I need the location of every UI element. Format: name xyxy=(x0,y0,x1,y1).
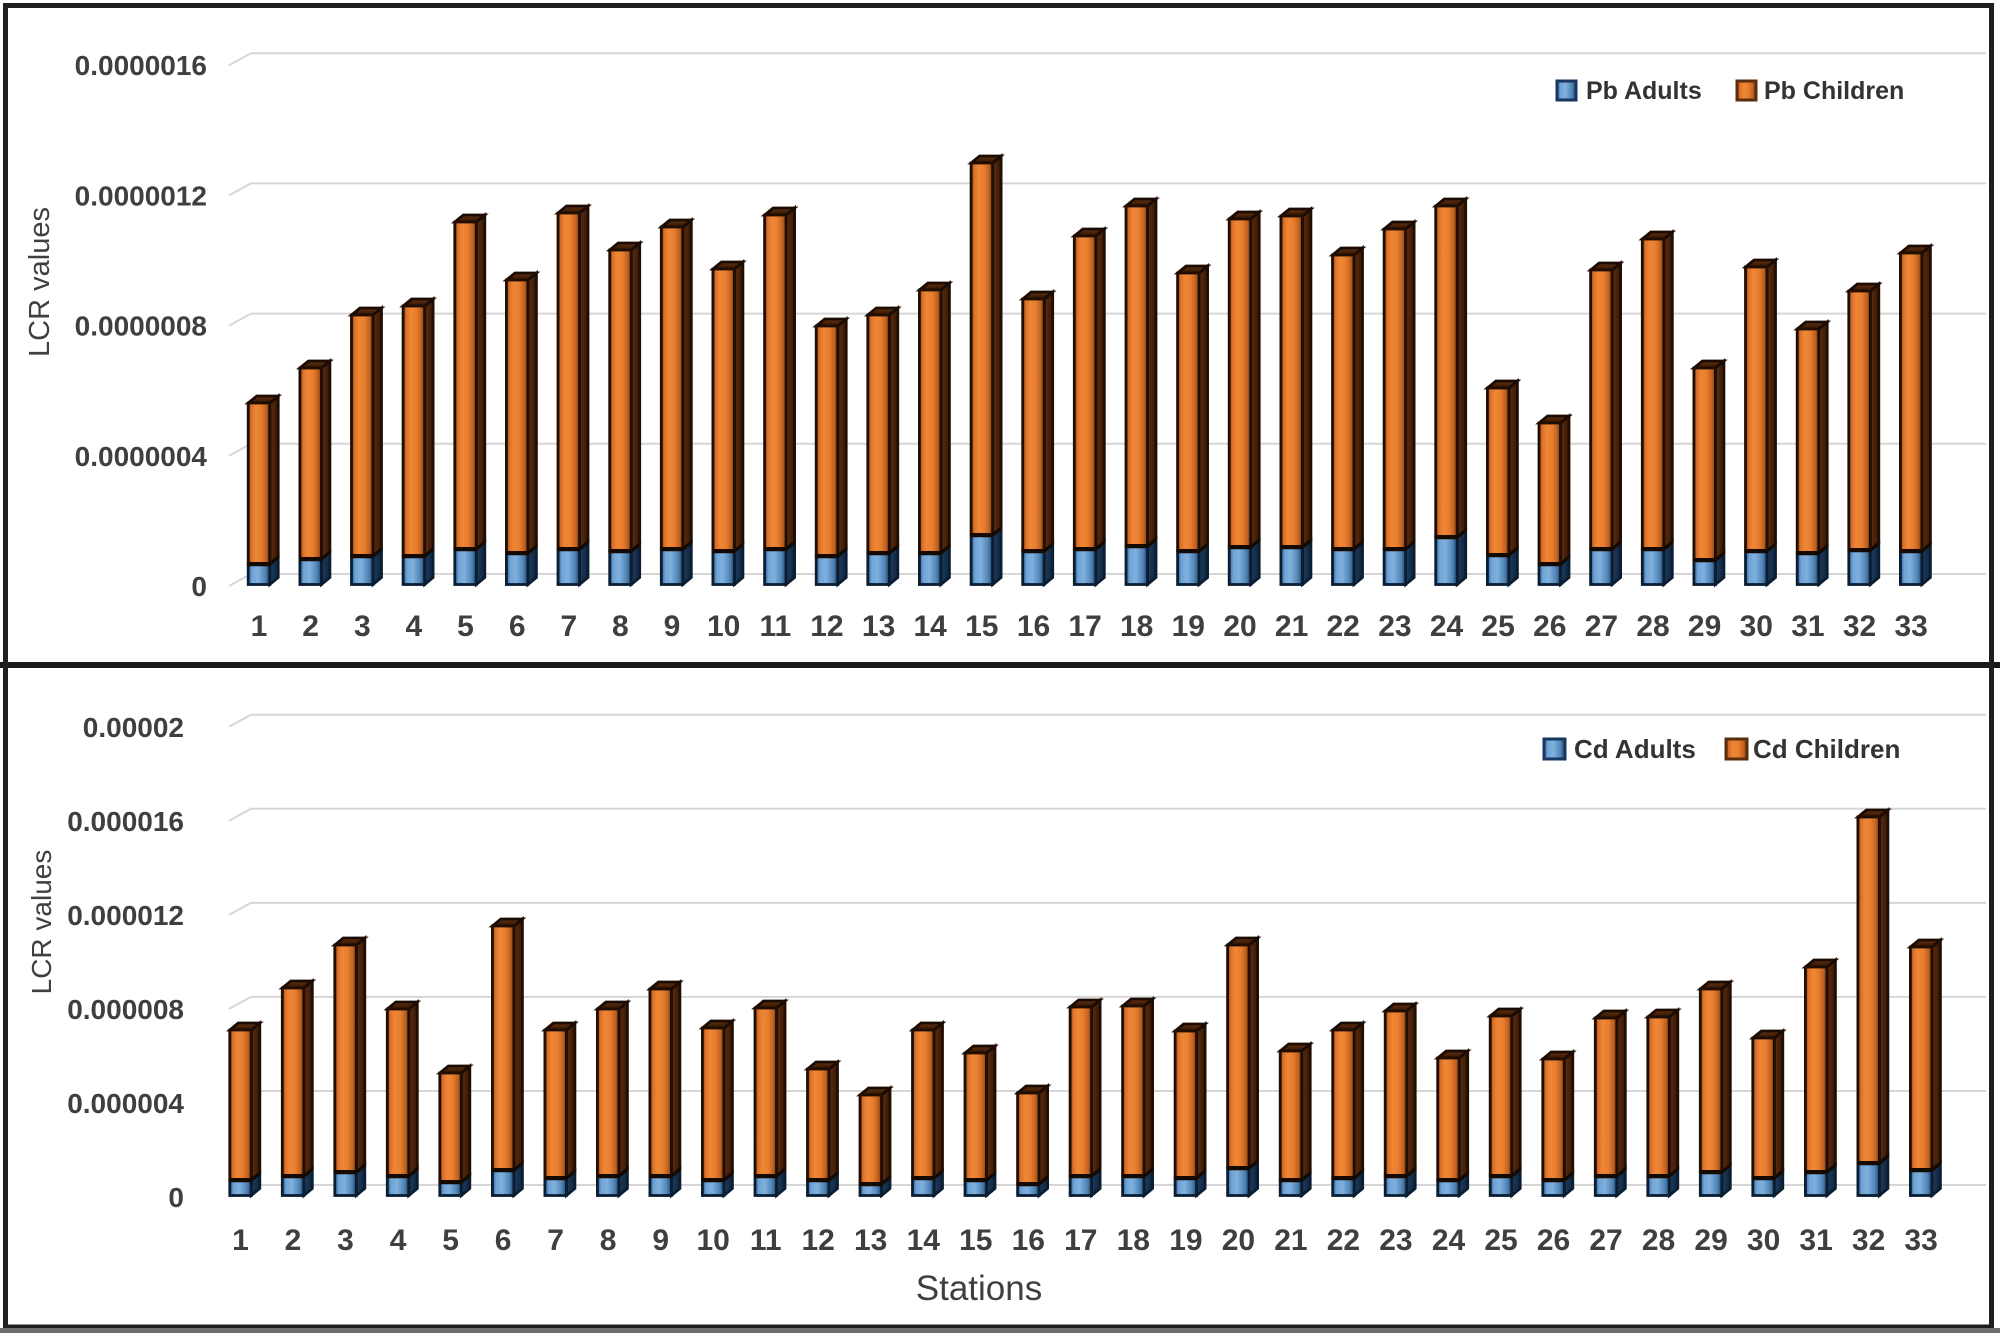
svg-text:0.0000008: 0.0000008 xyxy=(75,311,207,342)
svg-text:22: 22 xyxy=(1327,610,1360,643)
svg-text:4: 4 xyxy=(390,1224,407,1257)
svg-text:13: 13 xyxy=(854,1224,887,1257)
svg-text:Stations: Stations xyxy=(916,1269,1042,1308)
svg-text:0.0000004: 0.0000004 xyxy=(75,441,208,472)
svg-text:23: 23 xyxy=(1379,1224,1412,1257)
svg-text:0.000016: 0.000016 xyxy=(67,806,184,837)
svg-text:8: 8 xyxy=(600,1224,617,1257)
svg-text:0.0000012: 0.0000012 xyxy=(75,180,207,211)
svg-text:7: 7 xyxy=(547,1224,564,1257)
svg-text:3: 3 xyxy=(354,610,371,643)
svg-text:2: 2 xyxy=(302,610,319,643)
svg-text:4: 4 xyxy=(406,610,423,643)
svg-text:5: 5 xyxy=(442,1224,459,1257)
svg-text:12: 12 xyxy=(810,610,843,643)
svg-text:Cd Adults: Cd Adults xyxy=(1574,734,1696,764)
svg-text:21: 21 xyxy=(1274,1224,1307,1257)
svg-text:32: 32 xyxy=(1843,610,1876,643)
svg-text:30: 30 xyxy=(1740,610,1773,643)
svg-text:31: 31 xyxy=(1799,1224,1832,1257)
svg-text:17: 17 xyxy=(1064,1224,1097,1257)
svg-text:14: 14 xyxy=(907,1224,941,1257)
svg-text:13: 13 xyxy=(862,610,895,643)
svg-text:15: 15 xyxy=(965,610,998,643)
svg-text:22: 22 xyxy=(1327,1224,1360,1257)
svg-text:16: 16 xyxy=(1012,1224,1045,1257)
svg-text:18: 18 xyxy=(1117,1224,1150,1257)
svg-text:25: 25 xyxy=(1481,610,1514,643)
svg-text:0: 0 xyxy=(168,1182,184,1213)
svg-text:Pb Children: Pb Children xyxy=(1764,77,1904,105)
svg-text:24: 24 xyxy=(1432,1224,1466,1257)
svg-text:3: 3 xyxy=(337,1224,354,1257)
svg-text:Cd Children: Cd Children xyxy=(1753,734,1900,764)
svg-text:29: 29 xyxy=(1688,610,1721,643)
svg-text:8: 8 xyxy=(612,610,629,643)
svg-text:11: 11 xyxy=(750,1224,782,1257)
svg-text:9: 9 xyxy=(664,610,681,643)
svg-text:6: 6 xyxy=(495,1224,512,1257)
svg-text:LCR values: LCR values xyxy=(26,850,57,995)
svg-text:12: 12 xyxy=(802,1224,835,1257)
svg-text:9: 9 xyxy=(652,1224,669,1257)
svg-text:Pb Adults: Pb Adults xyxy=(1586,77,1702,105)
svg-text:19: 19 xyxy=(1172,610,1205,643)
svg-text:19: 19 xyxy=(1169,1224,1202,1257)
svg-text:5: 5 xyxy=(457,610,474,643)
svg-text:2: 2 xyxy=(285,1224,302,1257)
svg-text:0.000004: 0.000004 xyxy=(67,1088,184,1119)
svg-text:18: 18 xyxy=(1120,610,1153,643)
svg-text:11: 11 xyxy=(759,610,791,643)
svg-text:LCR values: LCR values xyxy=(24,207,56,357)
svg-text:28: 28 xyxy=(1642,1224,1675,1257)
svg-text:15: 15 xyxy=(959,1224,992,1257)
svg-text:0: 0 xyxy=(191,571,207,602)
svg-text:0.00002: 0.00002 xyxy=(83,712,184,743)
svg-text:6: 6 xyxy=(509,610,526,643)
svg-text:1: 1 xyxy=(251,610,268,643)
svg-text:27: 27 xyxy=(1585,610,1618,643)
svg-text:0.000012: 0.000012 xyxy=(67,900,184,931)
svg-text:20: 20 xyxy=(1222,1224,1255,1257)
svg-text:0.0000016: 0.0000016 xyxy=(75,50,207,81)
svg-text:27: 27 xyxy=(1589,1224,1622,1257)
svg-text:26: 26 xyxy=(1537,1224,1570,1257)
svg-text:30: 30 xyxy=(1747,1224,1780,1257)
svg-text:0.000008: 0.000008 xyxy=(67,994,184,1025)
svg-text:10: 10 xyxy=(707,610,740,643)
svg-text:28: 28 xyxy=(1636,610,1669,643)
svg-text:14: 14 xyxy=(914,610,948,643)
svg-text:21: 21 xyxy=(1275,610,1308,643)
svg-text:7: 7 xyxy=(560,610,577,643)
svg-text:24: 24 xyxy=(1430,610,1464,643)
svg-text:1: 1 xyxy=(232,1224,249,1257)
svg-text:16: 16 xyxy=(1017,610,1050,643)
svg-text:17: 17 xyxy=(1068,610,1101,643)
svg-text:29: 29 xyxy=(1694,1224,1727,1257)
svg-text:20: 20 xyxy=(1223,610,1256,643)
svg-text:23: 23 xyxy=(1378,610,1411,643)
svg-text:26: 26 xyxy=(1533,610,1566,643)
svg-text:25: 25 xyxy=(1484,1224,1517,1257)
svg-text:33: 33 xyxy=(1895,610,1928,643)
svg-text:33: 33 xyxy=(1904,1224,1937,1257)
svg-text:10: 10 xyxy=(697,1224,730,1257)
svg-text:31: 31 xyxy=(1791,610,1824,643)
svg-text:32: 32 xyxy=(1852,1224,1885,1257)
